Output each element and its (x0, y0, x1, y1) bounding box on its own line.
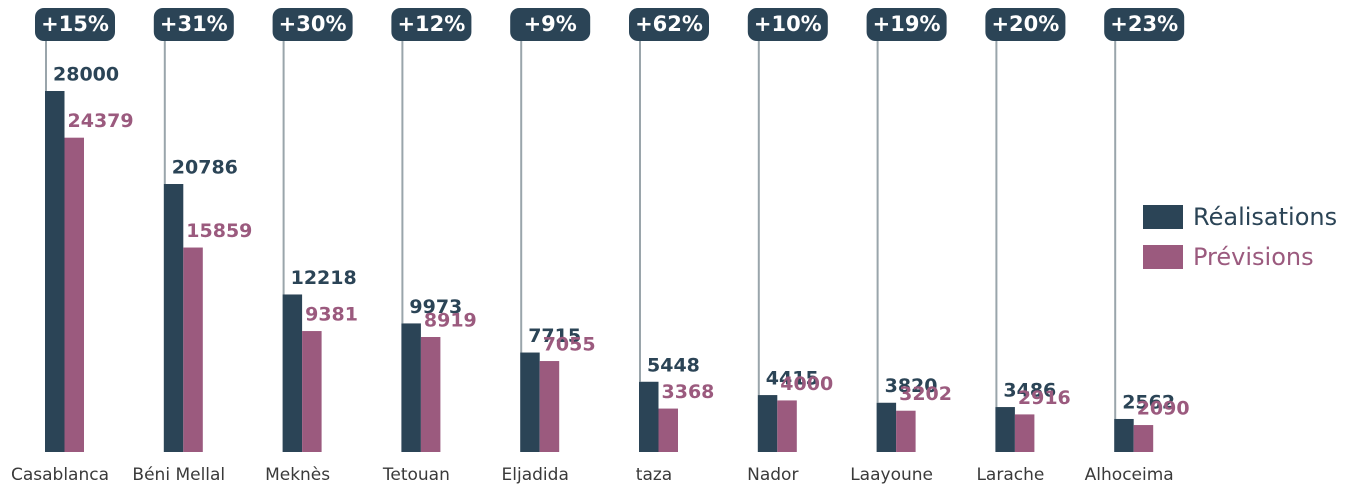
bar (163, 184, 184, 452)
value-label: 4000 (780, 373, 833, 395)
value-label: 15859 (186, 220, 252, 242)
value-label: 3202 (899, 383, 952, 405)
value-label: 3820 (885, 375, 938, 397)
bar (1114, 418, 1134, 452)
value-label: 5448 (647, 354, 700, 376)
bar (420, 337, 441, 452)
value-label: 7055 (543, 334, 596, 356)
bar (45, 91, 65, 452)
bar (302, 331, 322, 452)
bar (757, 395, 778, 452)
value-label: 20786 (172, 157, 238, 179)
bar (520, 352, 540, 452)
value-label: 3486 (1003, 380, 1056, 402)
bar (896, 410, 916, 452)
x-tick-label: Meknès (265, 465, 330, 485)
bar (777, 400, 797, 452)
badge-box (391, 8, 472, 41)
badge-box (272, 8, 353, 41)
badge-box (629, 8, 709, 41)
value-label: 2916 (1018, 387, 1071, 409)
x-tick-label: Alhoceima (1085, 465, 1174, 485)
bar (639, 381, 659, 452)
badge-label: +31% (160, 12, 228, 36)
value-label: 3368 (662, 381, 715, 403)
legend-swatch (1143, 205, 1183, 229)
x-tick-label: taza (636, 465, 672, 485)
value-label: 7715 (528, 325, 581, 347)
value-label: 2562 (1122, 391, 1175, 413)
bar (282, 294, 303, 452)
badge-label: +15% (41, 12, 109, 36)
x-tick-label: Laayoune (850, 465, 933, 485)
badge-label: +12% (397, 12, 465, 36)
badge-box (153, 8, 234, 41)
legend-swatch (1143, 245, 1183, 269)
bar (64, 137, 84, 452)
x-tick-label: Casablanca (11, 465, 109, 485)
legend-label: Réalisations (1193, 203, 1337, 231)
value-label: 9973 (409, 296, 462, 318)
badge-box (985, 8, 1066, 41)
bar (183, 247, 203, 452)
x-tick-label: Béni Mellal (132, 465, 225, 485)
value-label: 9381 (305, 304, 358, 326)
x-tick-label: Larache (976, 465, 1044, 485)
value-label: 4415 (766, 368, 819, 390)
badge-label: +9% (524, 12, 577, 36)
bar (401, 323, 421, 452)
legend-label: Prévisions (1193, 243, 1314, 271)
value-label: 12218 (291, 267, 357, 289)
bar (995, 407, 1015, 452)
value-label: 8919 (424, 310, 477, 332)
value-label: 24379 (68, 110, 134, 132)
badge-label: +23% (1110, 12, 1178, 36)
x-tick-label: Eljadida (502, 465, 569, 485)
bar (539, 361, 560, 452)
badge-label: +20% (991, 12, 1059, 36)
bar (658, 408, 678, 452)
value-label: 28000 (53, 64, 119, 86)
badge-label: +62% (635, 12, 703, 36)
bar (876, 402, 897, 452)
badge-box (510, 8, 591, 41)
x-tick-label: Nador (747, 465, 798, 485)
x-tick-label: Tetouan (382, 465, 450, 485)
badge-label: +19% (873, 12, 941, 36)
badge-label: +10% (754, 12, 822, 36)
value-label: 2090 (1137, 398, 1190, 420)
badge-label: +30% (279, 12, 347, 36)
badge-box (1104, 8, 1185, 41)
badge-box (747, 8, 828, 41)
badge-box (35, 8, 115, 41)
bar (1014, 414, 1035, 452)
bar (1133, 425, 1154, 452)
badge-box (866, 8, 947, 41)
